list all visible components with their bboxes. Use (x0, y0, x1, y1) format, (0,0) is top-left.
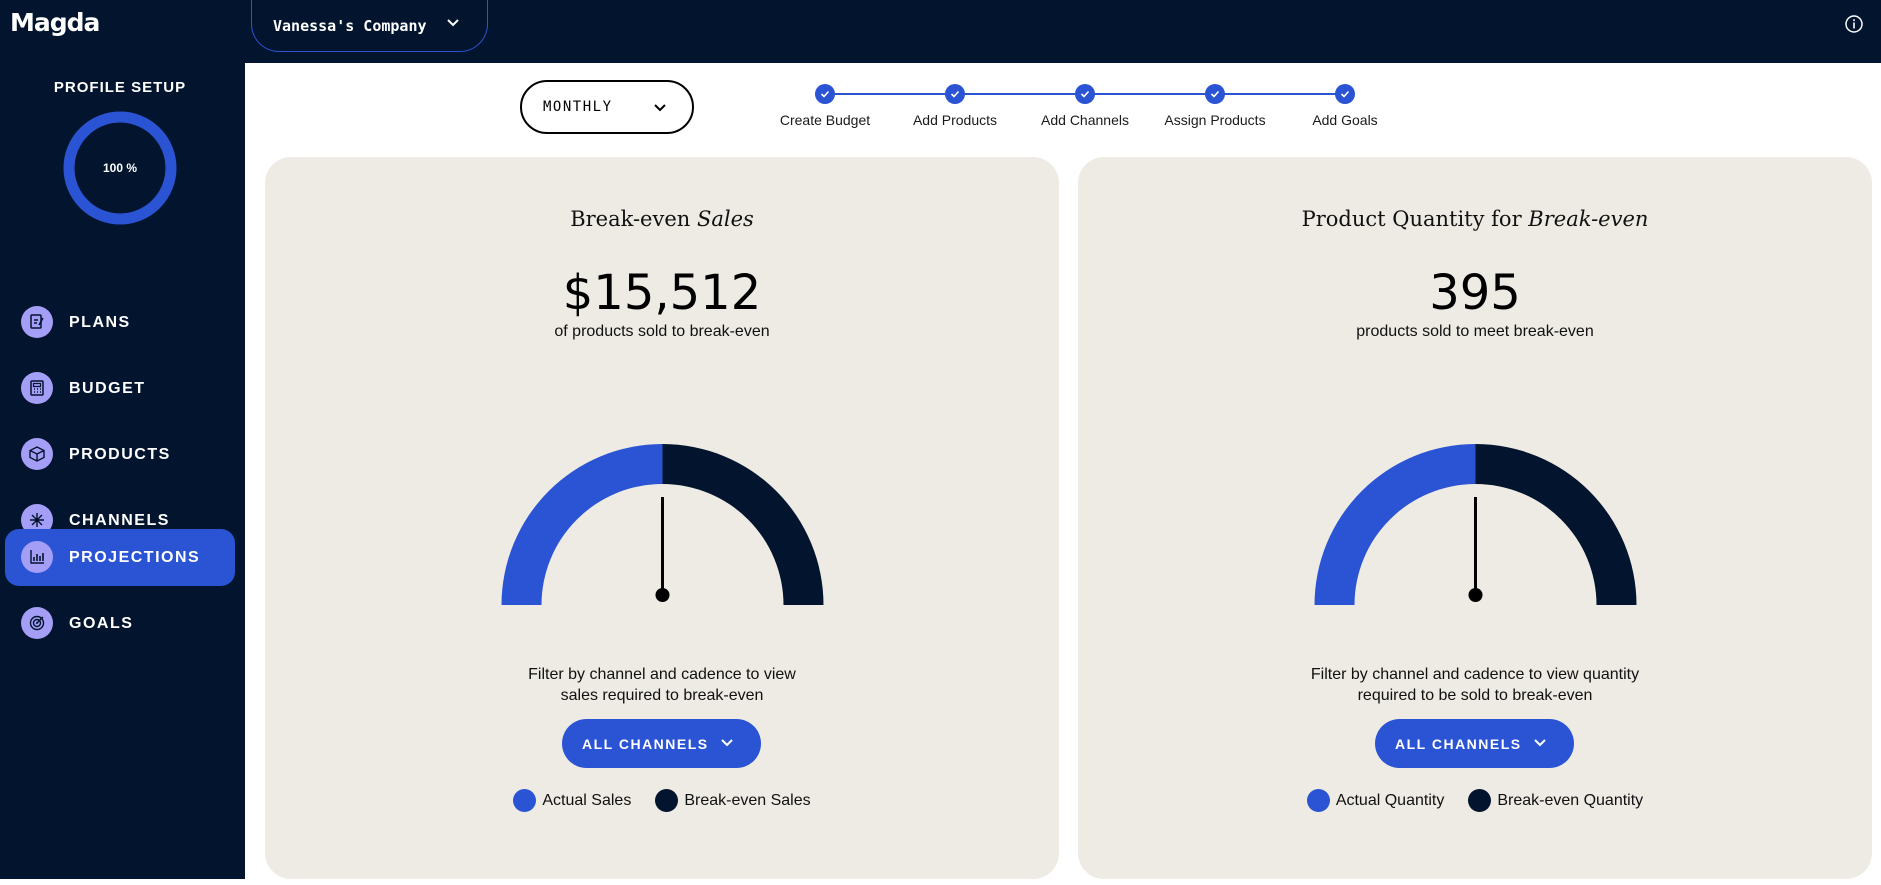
info-icon[interactable] (1844, 14, 1864, 34)
break-even-sales-value: $15,512 (562, 265, 762, 321)
profile-progress-ring (63, 111, 177, 225)
break-even-sales-gauge (501, 444, 824, 605)
break-even-quantity-gauge (1314, 444, 1637, 605)
filter-help-line: sales required to break-even (560, 687, 764, 704)
sidebar-item-label: PROJECTIONS (69, 548, 201, 566)
legend-breakeven: Break-even Quantity (1468, 789, 1643, 812)
legend-label: Break-even Sales (684, 791, 811, 809)
legend-swatch (513, 789, 537, 812)
cadence-value: MONTHLY (543, 99, 613, 115)
legend-label: Actual Quantity (1335, 791, 1445, 809)
company-name: Vanessa's Company (273, 16, 427, 35)
chevron-down-icon (447, 19, 459, 27)
filter-help-line: Filter by channel and cadence to view qu… (1310, 666, 1640, 683)
sidebar-item-goals[interactable]: GOALS (5, 595, 235, 652)
card-title-plain: Break-even (570, 207, 697, 231)
legend-label: Actual Sales (542, 791, 632, 809)
card-title-italic: Sales (696, 207, 754, 231)
sidebar-item-label: PLANS (69, 313, 131, 331)
gauge-needle-hub (655, 588, 670, 602)
sidebar-item-label: PRODUCTS (69, 445, 171, 463)
filter-help-line: Filter by channel and cadence to view (528, 666, 796, 683)
sidebar: PROFILE SETUP 100 % PLANS BUDGET PRODUCT… (0, 63, 245, 879)
channels-dropdown-label: ALL CHANNELS (1395, 735, 1522, 752)
legend-swatch (655, 789, 679, 812)
legend-actual: Actual Sales (513, 789, 631, 812)
metric-caption: products sold to meet break-even (1356, 323, 1594, 340)
legend-label: Break-even Quantity (1497, 791, 1644, 809)
check-icon (945, 84, 965, 104)
step-label: Create Budget (779, 112, 871, 128)
card-title: Product Quantity for Break-even (1078, 207, 1872, 231)
step-label: Assign Products (1164, 112, 1266, 128)
step-label: Add Channels (1041, 112, 1129, 128)
card-title: Break-even Sales (265, 207, 1059, 231)
legend-breakeven: Break-even Sales (655, 789, 811, 812)
chevron-down-icon (1534, 739, 1546, 747)
gauge-actual-arc (501, 444, 663, 605)
sidebar-item-products[interactable]: PRODUCTS (5, 426, 235, 483)
sidebar-bottom-strip (0, 879, 245, 885)
step-label: Add Products (912, 112, 998, 128)
check-icon (1205, 84, 1225, 104)
goals-icon (21, 607, 53, 639)
legend-swatch (1468, 789, 1492, 812)
products-icon (21, 438, 53, 470)
all-channels-dropdown[interactable]: ALL CHANNELS (562, 719, 761, 768)
step-label: Add Goals (1312, 112, 1378, 128)
gauge-legend: Actual Sales Break-even Sales (265, 789, 1059, 812)
legend-swatch (1306, 789, 1330, 812)
sidebar-item-plans[interactable]: PLANS (5, 294, 235, 351)
check-icon (815, 84, 835, 104)
profile-setup-title: PROFILE SETUP (53, 79, 187, 96)
app-logo[interactable]: Magda (10, 8, 100, 37)
card-title-plain: Product Quantity for (1301, 207, 1529, 231)
chevron-down-icon (721, 739, 733, 747)
profile-progress-label: 100 % (102, 161, 138, 175)
sidebar-item-projections[interactable]: PROJECTIONS (5, 529, 235, 586)
projections-icon (21, 541, 53, 573)
company-selector[interactable]: Vanessa's Company (251, 0, 488, 52)
check-icon (1075, 84, 1095, 104)
gauge-breakeven-arc (662, 444, 824, 605)
legend-actual: Actual Quantity (1306, 789, 1445, 812)
filter-help-text: Filter by channel and cadence to view sa… (265, 664, 1059, 706)
sidebar-item-label: BUDGET (69, 379, 146, 397)
check-icon (1335, 84, 1355, 104)
chevron-down-icon (654, 104, 666, 112)
sidebar-item-label: GOALS (69, 614, 134, 632)
gauge-actual-arc (1314, 444, 1476, 605)
sidebar-item-label: CHANNELS (69, 511, 170, 529)
sidebar-item-budget[interactable]: BUDGET (5, 360, 235, 417)
channels-dropdown-label: ALL CHANNELS (582, 735, 709, 752)
filter-help-line: required to be sold to break-even (1357, 687, 1593, 704)
cadence-dropdown[interactable]: MONTHLY (520, 80, 694, 134)
break-even-quantity-card: Product Quantity for Break-even 395 prod… (1078, 157, 1872, 879)
break-even-quantity-value: 395 (1429, 265, 1521, 321)
gauge-legend: Actual Quantity Break-even Quantity (1078, 789, 1872, 812)
budget-icon (21, 372, 53, 404)
gauge-breakeven-arc (1475, 444, 1637, 605)
plans-icon (21, 306, 53, 338)
all-channels-dropdown[interactable]: ALL CHANNELS (1375, 719, 1574, 768)
break-even-sales-card: Break-even Sales $15,512 of products sol… (265, 157, 1059, 879)
gauge-needle-hub (1468, 588, 1483, 602)
metric-caption: of products sold to break-even (554, 323, 770, 340)
card-title-italic: Break-even (1528, 207, 1649, 231)
filter-help-text: Filter by channel and cadence to view qu… (1078, 664, 1872, 706)
top-bar: Magda Vanessa's Company (0, 0, 1881, 63)
